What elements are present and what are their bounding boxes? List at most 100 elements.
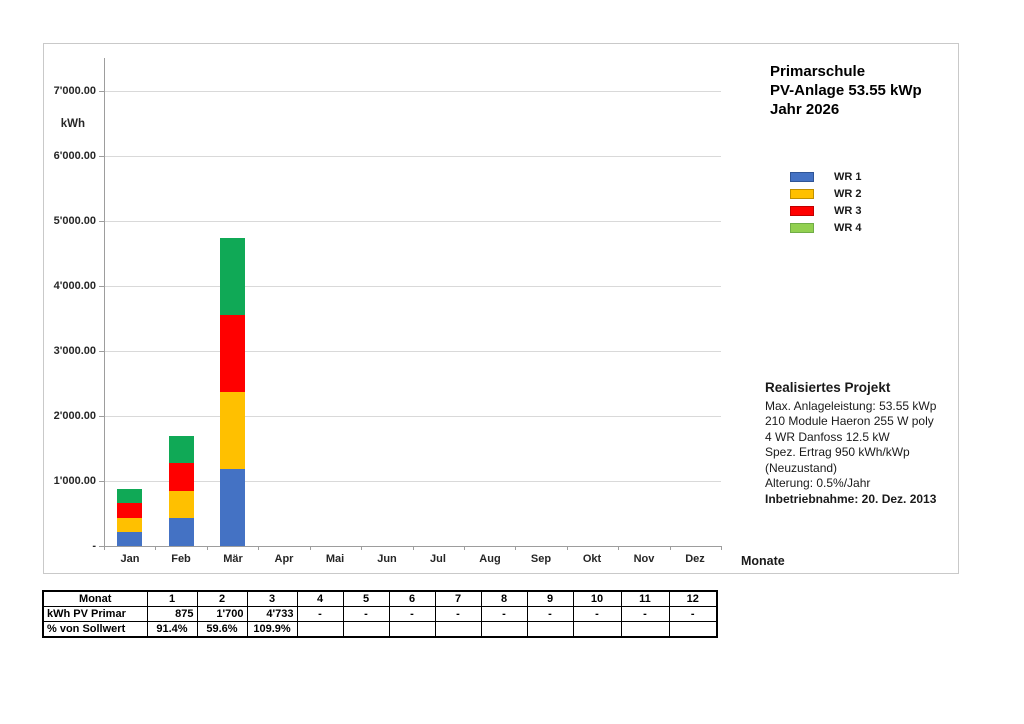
table-cell-month-5: -	[342, 606, 390, 622]
x-axis-label-okt: Okt	[582, 553, 602, 565]
table-header-month-9: 9	[526, 590, 574, 607]
table-cell-month-1: 91.4%	[146, 621, 198, 638]
project-info-line-6: Alterung: 0.5%/Jahr	[765, 476, 871, 490]
table-cell-month-4: -	[296, 606, 344, 622]
x-axis-label-apr: Apr	[274, 553, 294, 565]
x-axis-label-jan: Jan	[120, 553, 140, 565]
table-header-month-11: 11	[620, 590, 670, 607]
chart-title-line-3: Jahr 2026	[770, 101, 840, 118]
table-row-label: kWh PV Primar	[42, 606, 148, 622]
bar-segment-feb-wr-3	[169, 463, 194, 491]
project-info-line-4: Spez. Ertrag 950 kWh/kWp	[765, 445, 910, 459]
x-axis-tick	[618, 546, 619, 550]
table-row-kwh-pv-primar: kWh PV Primar 875 1'700 4'733- - - - - - - - -	[42, 606, 718, 622]
x-axis-tick	[567, 546, 568, 550]
legend-label-wr-2: WR 2	[834, 187, 862, 200]
bar-segment-feb-wr-4	[169, 436, 194, 463]
y-axis-tick	[99, 221, 104, 222]
bar-segment-feb-wr-1	[169, 518, 194, 546]
table-cell-month-5	[342, 621, 390, 638]
gridline	[104, 351, 721, 352]
x-axis-tick	[413, 546, 414, 550]
table-cell-month-11	[620, 621, 670, 638]
legend-item-wr-1: WR 1	[790, 171, 862, 183]
table-header-month-6: 6	[388, 590, 436, 607]
gridline	[104, 221, 721, 222]
gridline	[104, 286, 721, 287]
y-axis-label: 6'000.00	[53, 150, 96, 162]
table-header-monat: Monat	[42, 590, 148, 607]
x-axis-tick	[310, 546, 311, 550]
table-header-month-10: 10	[572, 590, 622, 607]
table-header-month-7: 7	[434, 590, 482, 607]
x-axis-label-sep: Sep	[530, 553, 552, 565]
bar-segment-feb-wr-2	[169, 491, 194, 518]
table-cell-month-12	[668, 621, 718, 638]
y-axis-tick	[99, 546, 104, 547]
bar-segment-mär-wr-3	[220, 315, 245, 392]
gridline	[104, 91, 721, 92]
project-info-line-5: (Neuzustand)	[765, 460, 838, 475]
table-header-month-12: 12	[668, 590, 718, 607]
y-axis-tick	[99, 286, 104, 287]
legend-label-wr-3: WR 3	[834, 204, 862, 217]
x-axis-tick	[670, 546, 671, 550]
chart-title-line-2: PV-Anlage 53.55 kWp	[770, 82, 922, 99]
bar-segment-mär-wr-1	[220, 469, 245, 546]
y-axis-label: 3'000.00	[53, 345, 96, 357]
x-axis-tick	[207, 546, 208, 550]
table-row-label: % von Sollwert	[42, 621, 148, 638]
x-axis-label-aug: Aug	[479, 553, 501, 565]
x-axis-label-mai: Mai	[325, 553, 345, 565]
y-axis-label: -	[92, 540, 96, 552]
legend-item-wr-3: WR 3	[790, 204, 862, 217]
chart-area	[43, 43, 959, 574]
legend-swatch-wr-4-icon	[790, 222, 814, 233]
table-cell-month-7: -	[434, 606, 482, 622]
table-cell-month-8: -	[480, 606, 528, 622]
bar-segment-jan-wr-2	[117, 518, 142, 532]
chart-title: Primarschule PV-Anlage 53.55 kWp Jahr 20…	[770, 62, 922, 119]
y-axis-line	[104, 58, 105, 546]
table-header-month-5: 5	[342, 590, 390, 607]
x-axis-label-mär: Mär	[223, 553, 243, 565]
table-cell-month-8	[480, 621, 528, 638]
project-info-heading: Realisiertes Projekt	[765, 380, 891, 395]
bar-segment-jan-wr-1	[117, 532, 142, 546]
chart-title-line-1: Primarschule	[770, 63, 866, 80]
table-cell-month-10	[572, 621, 622, 638]
table-cell-month-9	[526, 621, 574, 638]
y-axis-tick	[99, 156, 104, 157]
project-info-line-3: 4 WR Danfoss 12.5 kW	[765, 429, 890, 444]
y-axis-label: 4'000.00	[53, 280, 96, 292]
table-cell-month-7	[434, 621, 482, 638]
project-info-line-1: Max. Anlageleistung: 53.55 kWp	[765, 398, 937, 413]
x-axis-label-jun: Jun	[377, 553, 397, 565]
x-axis-tick	[155, 546, 156, 550]
legend-item-wr-2: WR 2	[790, 187, 862, 200]
legend-item-wr-4: WR 4	[790, 222, 862, 234]
table-cell-month-9: -	[526, 606, 574, 622]
table-cell-month-12: -	[668, 606, 718, 622]
legend-swatch-wr-2-icon	[790, 188, 814, 199]
project-info-line-2: 210 Module Haeron 255 W poly	[765, 414, 934, 428]
y-axis-label: 1'000.00	[53, 475, 96, 487]
legend: WR 1 WR 2 WR 3 WR 4	[790, 171, 862, 234]
legend-swatch-wr-3-icon	[790, 205, 814, 216]
x-axis-tick	[258, 546, 259, 550]
table-row-%-von-sollwert: % von Sollwert 91.4% 59.6% 109.9%	[42, 621, 718, 638]
y-axis-title: kWh	[60, 118, 85, 130]
y-axis-label: 7'000.00	[53, 85, 96, 97]
x-axis-label-dez: Dez	[685, 553, 705, 565]
gridline	[104, 156, 721, 157]
table-cell-month-3: 4'733	[246, 606, 298, 622]
table-cell-month-10: -	[572, 606, 622, 622]
table-header-month-3: 3	[246, 590, 298, 607]
table-cell-month-2: 1'700	[196, 606, 248, 622]
x-axis-tick	[104, 546, 105, 550]
monthly-data-table: Monat 1 2 3 4 5 6 7 8 9 10 11 12 kWh PV Primar 875 1'70…	[42, 590, 718, 638]
table-cell-month-4	[296, 621, 344, 638]
x-axis-label-feb: Feb	[171, 553, 191, 565]
bar-segment-jan-wr-3	[117, 503, 142, 518]
